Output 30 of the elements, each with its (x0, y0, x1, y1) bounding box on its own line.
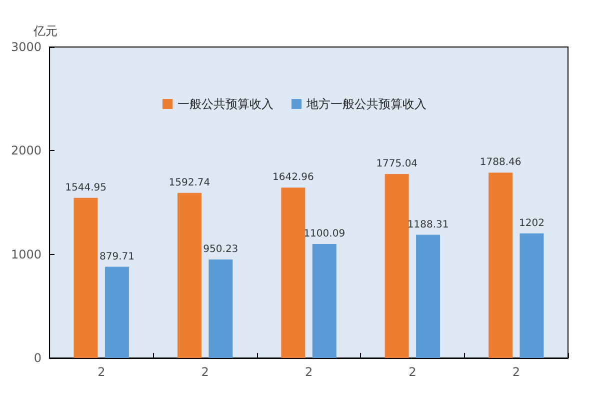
data-label: 1775.04 (376, 158, 418, 170)
x-tick-label: 2 (512, 365, 520, 379)
bar (281, 188, 306, 358)
bar (177, 192, 202, 358)
y-tick-label: 0 (34, 351, 42, 365)
bar (208, 259, 233, 358)
bar (520, 233, 544, 358)
data-label: 879.71 (99, 251, 134, 262)
x-tick-label: 2 (304, 365, 313, 379)
bar (74, 198, 98, 358)
data-label: 950.23 (203, 244, 238, 255)
legend-label: 一般公共预算收入 (178, 97, 274, 111)
legend-label: 地方一般公共预算收入 (306, 97, 426, 111)
data-label: 1642.96 (272, 172, 314, 184)
bar (312, 244, 336, 358)
data-label: 1788.46 (480, 157, 522, 168)
data-label: 1592.74 (168, 177, 210, 188)
data-label: 1544.95 (65, 182, 106, 194)
bar (416, 234, 440, 358)
bar (104, 266, 129, 358)
y-tick-label: 3000 (10, 40, 42, 54)
y-tick-label: 2000 (10, 144, 42, 158)
bar (384, 174, 409, 358)
bar (488, 172, 513, 358)
y-tick-label: 1000 (10, 247, 42, 262)
x-tick-label: 2 (201, 365, 209, 379)
x-tick-label: 2 (98, 365, 106, 379)
data-label: 1202 (519, 218, 544, 229)
y-axis-title: 亿元 (32, 24, 58, 38)
x-tick-label: 2 (408, 365, 416, 379)
